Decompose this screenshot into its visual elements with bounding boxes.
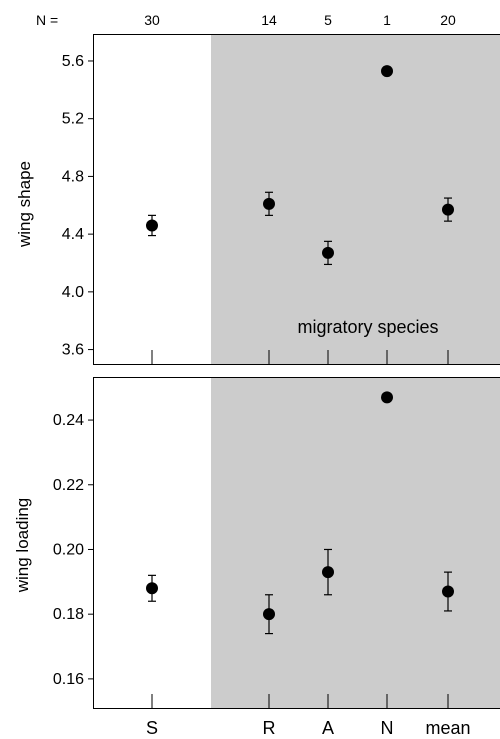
data-point-s [146, 582, 158, 595]
panel-shade [211, 377, 500, 709]
y-tick-label: 0.16 [53, 671, 84, 688]
y-tick-label: 5.6 [62, 53, 84, 70]
y-axis-label: wing shape [15, 161, 34, 248]
y-axis-label: wing loading [13, 498, 32, 594]
data-point-mean [442, 203, 454, 216]
panel-wing-loading: wing loading 0.16 0.18 0.20 0.22 0.24 [13, 377, 500, 709]
data-point-r [263, 197, 275, 210]
panel-wing-shape: wing shape migratory species 3.6 4.0 4.4 4.… [15, 34, 500, 365]
x-tick-label-mean: mean [425, 718, 470, 738]
y-tick-label: 0.22 [53, 477, 84, 494]
data-point-s [146, 219, 158, 232]
y-tick-label: 0.18 [53, 606, 84, 623]
y-tick-label: 4.8 [62, 168, 84, 185]
y-tick-label: 4.0 [62, 284, 84, 301]
data-point-n [381, 391, 393, 404]
panel-frame [93, 377, 500, 709]
x-tick-label-n: N [381, 718, 394, 738]
x-tick-label-a: A [322, 718, 334, 738]
panel-frame [93, 34, 500, 365]
sample-size-row: N = 30 14 5 1 20 [36, 12, 456, 28]
data-point-mean [442, 585, 454, 598]
y-tick-label: 4.4 [62, 226, 84, 243]
y-tick-label: 3.6 [62, 342, 84, 359]
y-tick-label: 0.20 [53, 541, 84, 558]
x-axis-labels: S R A N mean [146, 718, 471, 738]
data-point-a [322, 246, 334, 259]
data-point-r [263, 608, 275, 621]
y-tick-label: 5.2 [62, 111, 84, 128]
sample-size-mean: 20 [440, 12, 456, 28]
panel-shade [211, 34, 500, 365]
n-label: N = [36, 12, 58, 28]
data-point-n [381, 65, 393, 78]
x-tick-label-s: S [146, 718, 158, 738]
sample-size-n: 1 [383, 12, 391, 28]
sample-size-s: 30 [144, 12, 160, 28]
sample-size-r: 14 [261, 12, 277, 28]
sample-size-a: 5 [324, 12, 332, 28]
x-tick-label-r: R [263, 718, 276, 738]
y-tick-label: 0.24 [53, 412, 84, 429]
annotation-migratory: migratory species [297, 317, 438, 337]
data-point-a [322, 566, 334, 579]
